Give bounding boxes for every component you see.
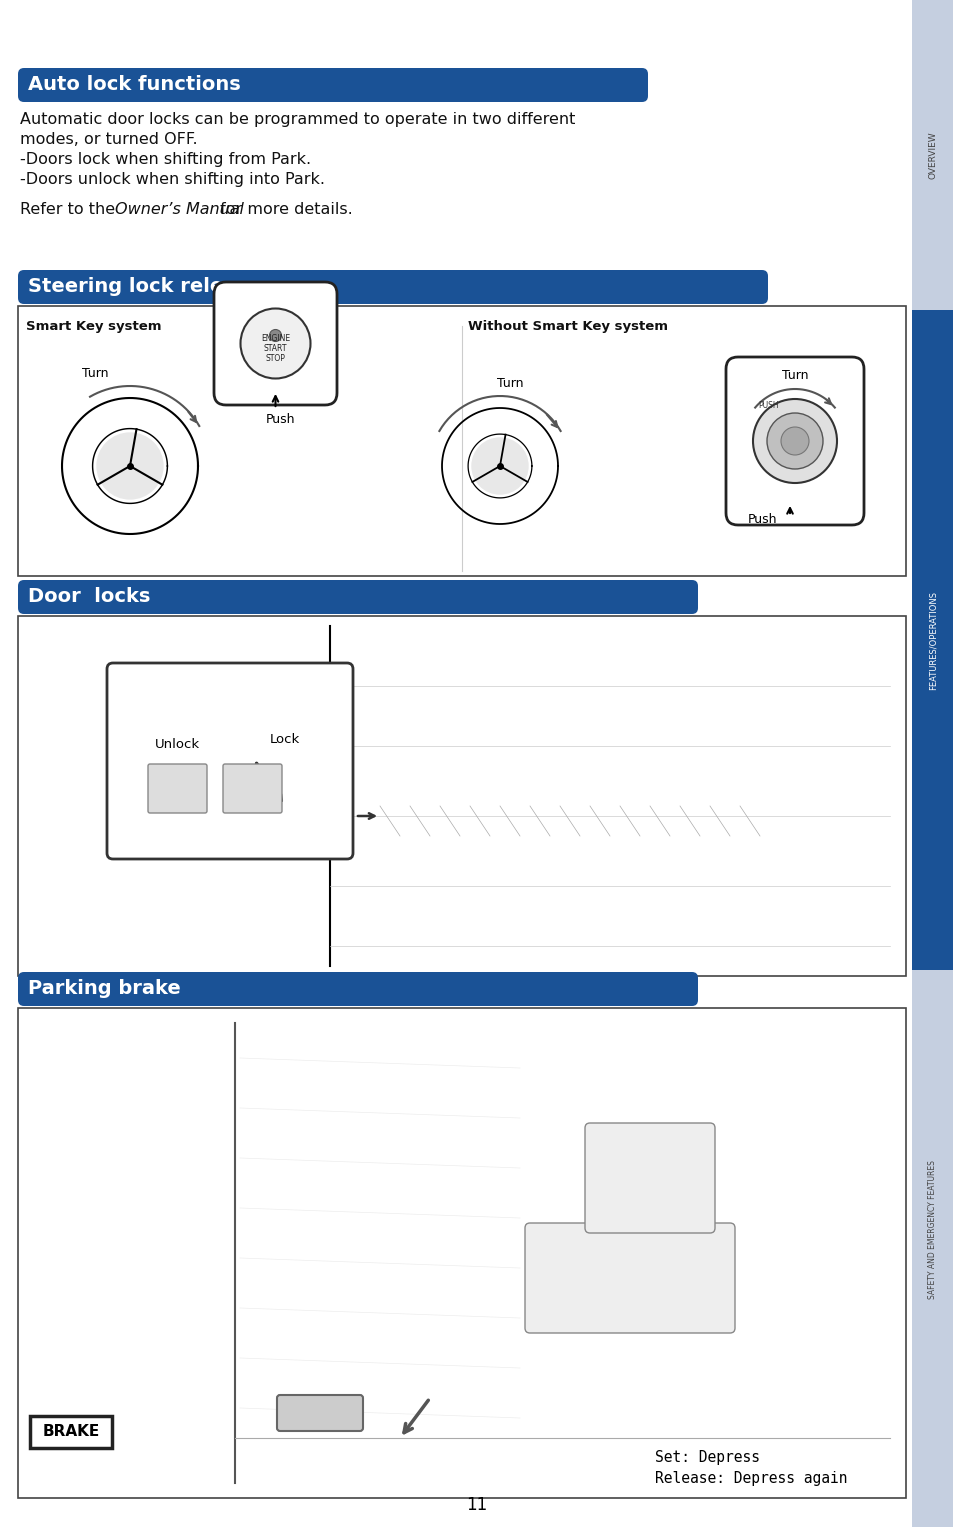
Circle shape (752, 399, 836, 483)
Text: Automatic door locks can be programmed to operate in two different: Automatic door locks can be programmed t… (20, 111, 575, 127)
Text: Turn: Turn (497, 377, 522, 389)
Text: BRAKE: BRAKE (42, 1425, 99, 1440)
Text: Set: Depress
Release: Depress again: Set: Depress Release: Depress again (655, 1451, 846, 1486)
Text: FEATURES/OPERATIONS: FEATURES/OPERATIONS (927, 591, 937, 690)
Bar (18, 615, 905, 976)
Text: ENGINE
START
STOP: ENGINE START STOP (261, 333, 290, 363)
FancyBboxPatch shape (18, 270, 767, 304)
Bar (911, 0, 953, 1527)
Text: Turn: Turn (82, 366, 108, 380)
FancyBboxPatch shape (524, 1223, 734, 1333)
Bar (18, 305, 905, 576)
Circle shape (96, 432, 164, 499)
FancyBboxPatch shape (584, 1122, 714, 1232)
FancyBboxPatch shape (276, 1396, 363, 1431)
Text: Lock: Lock (270, 733, 300, 747)
Text: for more details.: for more details. (214, 202, 353, 217)
Text: Auto lock functions: Auto lock functions (28, 75, 240, 95)
Bar (30, 1416, 112, 1448)
FancyBboxPatch shape (107, 663, 353, 860)
FancyBboxPatch shape (18, 69, 647, 102)
Text: Parking brake: Parking brake (28, 979, 180, 999)
FancyBboxPatch shape (725, 357, 863, 525)
Text: Smart Key system: Smart Key system (26, 321, 161, 333)
Text: Push: Push (747, 513, 777, 525)
Bar (911, 310, 953, 970)
Text: Steering lock release: Steering lock release (28, 278, 261, 296)
Circle shape (766, 412, 822, 469)
Text: PUSH: PUSH (758, 402, 779, 411)
Text: Owner’s Manual: Owner’s Manual (115, 202, 244, 217)
FancyBboxPatch shape (148, 764, 207, 812)
FancyBboxPatch shape (213, 282, 336, 405)
Text: SAFETY AND EMERGENCY FEATURES: SAFETY AND EMERGENCY FEATURES (927, 1161, 937, 1299)
Text: Without Smart Key system: Without Smart Key system (468, 321, 667, 333)
Circle shape (471, 437, 528, 495)
Text: Refer to the: Refer to the (20, 202, 120, 217)
Circle shape (781, 428, 808, 455)
FancyBboxPatch shape (18, 973, 698, 1006)
Bar (911, 970, 953, 1527)
Text: Turn: Turn (781, 370, 807, 382)
Text: 11: 11 (466, 1496, 487, 1513)
FancyBboxPatch shape (223, 764, 282, 812)
Bar (18, 1008, 905, 1498)
FancyBboxPatch shape (18, 580, 698, 614)
Text: Door  locks: Door locks (28, 588, 151, 606)
Text: modes, or turned OFF.: modes, or turned OFF. (20, 131, 197, 147)
Text: OVERVIEW: OVERVIEW (927, 131, 937, 179)
Text: Unlock: Unlock (154, 738, 200, 751)
Circle shape (269, 330, 281, 342)
Text: -Doors unlock when shifting into Park.: -Doors unlock when shifting into Park. (20, 173, 325, 186)
Circle shape (240, 308, 310, 379)
Text: Push: Push (266, 412, 294, 426)
Text: -Doors lock when shifting from Park.: -Doors lock when shifting from Park. (20, 153, 311, 166)
Bar (911, 0, 953, 310)
